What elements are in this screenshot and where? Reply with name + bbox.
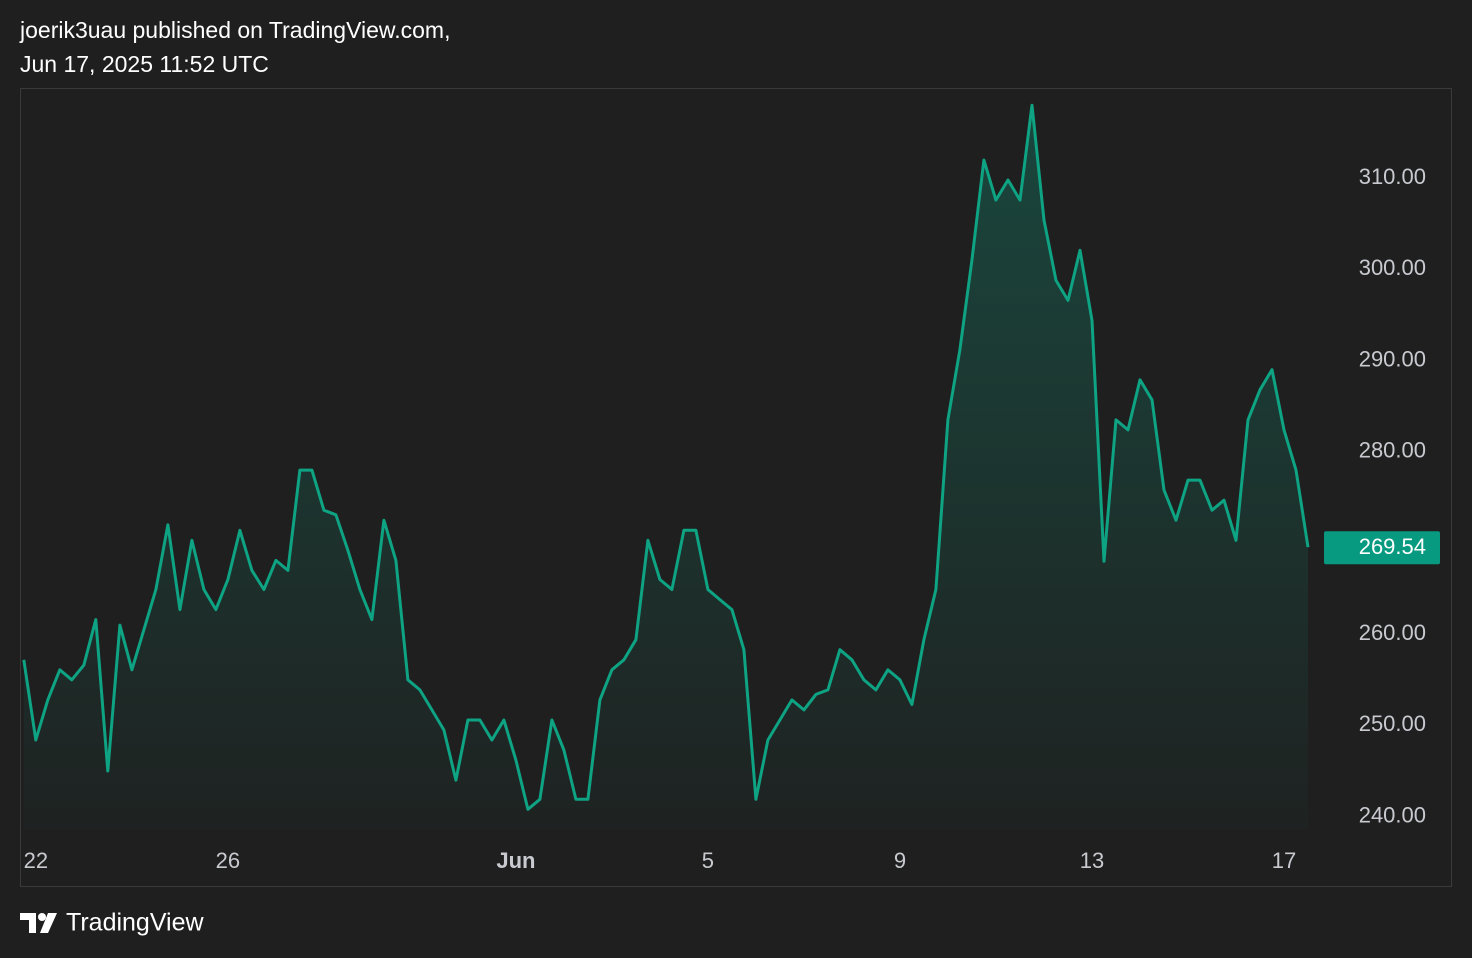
x-tick-label: 13 bbox=[1080, 848, 1104, 873]
y-tick-label: 260.00 bbox=[1359, 620, 1426, 645]
last-price-badge bbox=[1324, 531, 1440, 565]
chart-frame bbox=[20, 88, 1452, 887]
timestamp: Jun 17, 2025 11:52 UTC bbox=[20, 51, 269, 77]
x-tick-label: 17 bbox=[1272, 848, 1296, 873]
publisher: joerik3uau published on TradingView.com, bbox=[19, 17, 450, 43]
y-tick-label: 290.00 bbox=[1359, 346, 1426, 371]
brand-name: TradingView bbox=[66, 909, 205, 937]
y-tick-label: 280.00 bbox=[1359, 438, 1426, 463]
y-tick-label: 250.00 bbox=[1359, 711, 1426, 736]
y-tick-label: 310.00 bbox=[1359, 164, 1426, 189]
area-fill bbox=[23, 105, 1308, 829]
x-tick-label: 5 bbox=[702, 848, 714, 873]
brand-logo bbox=[20, 913, 57, 933]
y-tick-label: 240.00 bbox=[1359, 802, 1426, 827]
x-tick-label: 9 bbox=[894, 848, 906, 873]
y-tick-label: 300.00 bbox=[1359, 255, 1426, 280]
last-price-label: 269.54 bbox=[1359, 534, 1426, 559]
plot-area bbox=[22, 103, 1310, 829]
x-tick-label: 26 bbox=[216, 848, 240, 873]
x-tick-label: 22 bbox=[24, 848, 48, 873]
price-line bbox=[22, 103, 1310, 811]
x-tick-label: Jun bbox=[496, 848, 535, 873]
